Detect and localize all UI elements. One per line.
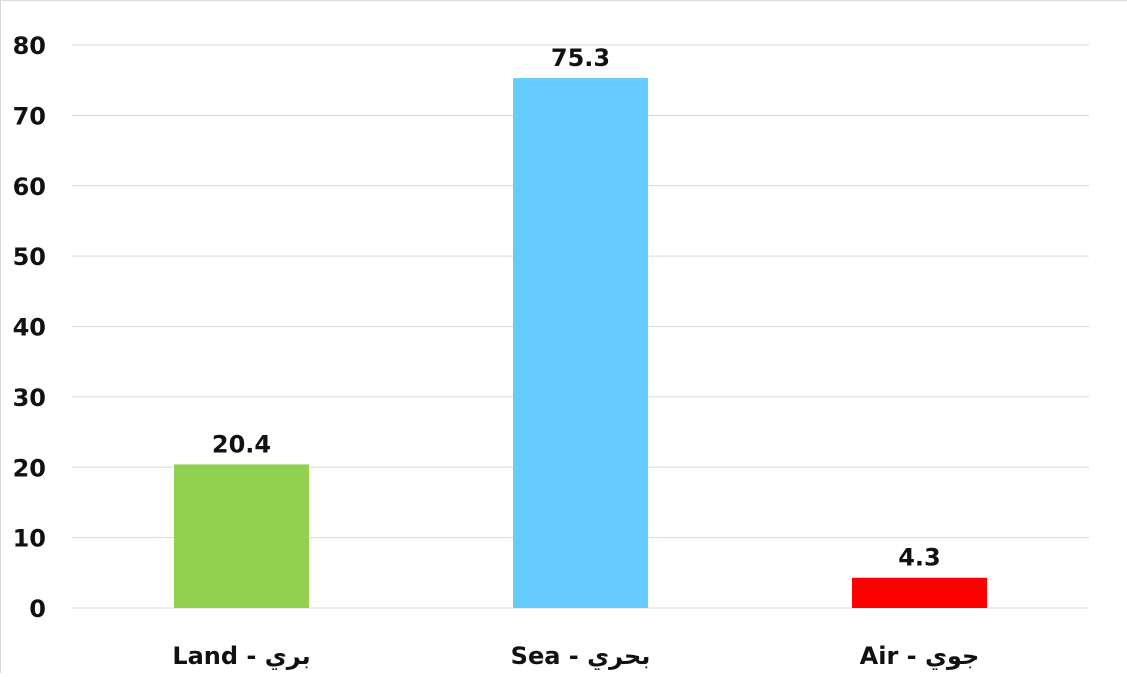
bar-3 [852, 577, 987, 608]
y-tick-label-70: 70 [13, 102, 46, 130]
y-tick-label-80: 80 [13, 32, 46, 60]
y-tick-label-60: 60 [13, 173, 46, 201]
y-tick-label-10: 10 [13, 525, 46, 553]
y-tick-label-0: 0 [29, 595, 46, 623]
data-label-3: 4.3 [898, 544, 941, 572]
data-label-2: 75.3 [551, 44, 610, 72]
x-category-label-3: Air - جوي [860, 642, 980, 670]
x-category-label-1: Land - بري [172, 642, 310, 670]
chart-frame-left-edge [0, 0, 1, 673]
chart-frame-top-edge [0, 0, 1127, 1]
y-tick-label-50: 50 [13, 243, 46, 271]
bar-1 [174, 464, 309, 608]
x-category-label-2: Sea - بحري [511, 642, 651, 670]
data-label-1: 20.4 [212, 430, 271, 458]
y-tick-label-30: 30 [13, 384, 46, 412]
y-tick-label-40: 40 [13, 314, 46, 342]
y-tick-label-20: 20 [13, 454, 46, 482]
bar-2 [513, 78, 648, 609]
